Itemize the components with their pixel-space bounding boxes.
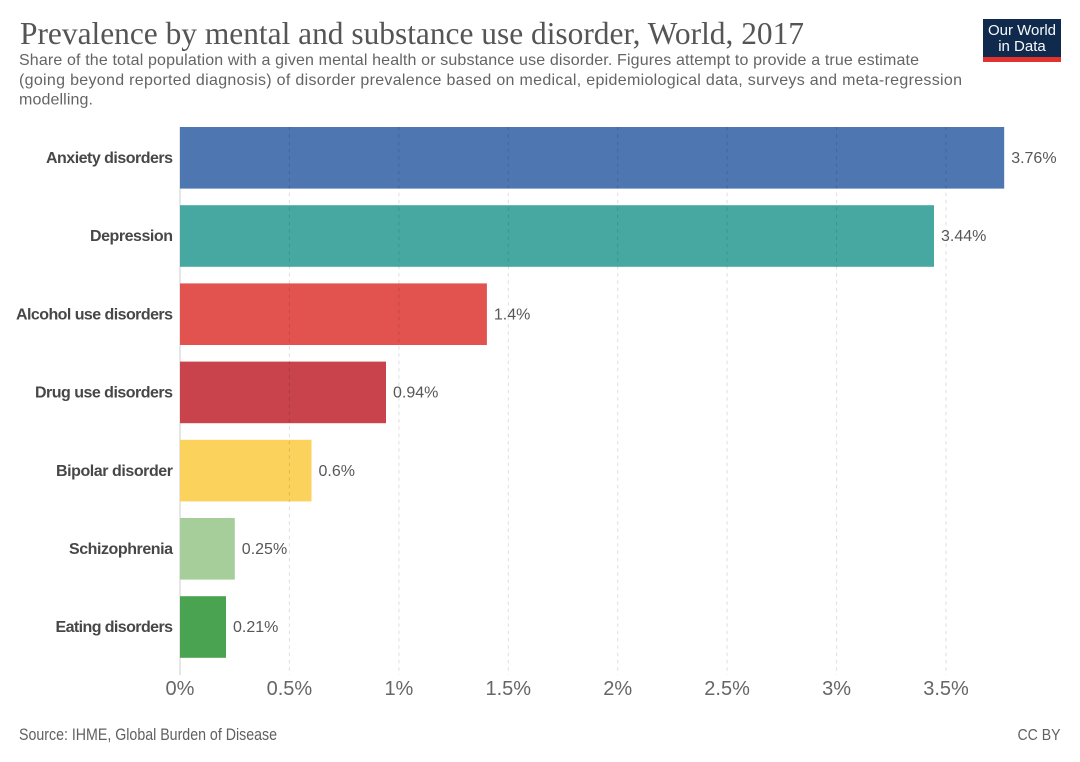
svg-text:1.5%: 1.5%	[486, 678, 532, 700]
svg-text:1%: 1%	[384, 678, 413, 700]
svg-text:Source: IHME, Global Burden of: Source: IHME, Global Burden of Disease	[19, 725, 277, 744]
svg-text:2%: 2%	[603, 678, 632, 700]
svg-text:0.6%: 0.6%	[319, 463, 355, 480]
svg-text:0.21%: 0.21%	[233, 619, 278, 636]
svg-text:0.5%: 0.5%	[267, 678, 313, 700]
svg-text:2.5%: 2.5%	[704, 678, 750, 700]
svg-text:0.25%: 0.25%	[242, 541, 287, 558]
svg-text:Depression: Depression	[90, 228, 173, 245]
svg-text:Prevalence by mental and subst: Prevalence by mental and substance use d…	[20, 15, 804, 51]
svg-text:(going beyond reported diagnos: (going beyond reported diagnosis) of dis…	[19, 72, 962, 89]
svg-text:3.5%: 3.5%	[923, 678, 969, 700]
svg-text:Bipolar disorder: Bipolar disorder	[56, 463, 173, 480]
svg-text:0.94%: 0.94%	[393, 385, 438, 402]
svg-text:1.4%: 1.4%	[494, 306, 530, 323]
svg-text:Eating disorders: Eating disorders	[56, 619, 174, 636]
svg-text:Anxiety disorders: Anxiety disorders	[46, 150, 173, 167]
svg-text:CC BY: CC BY	[1018, 727, 1061, 744]
svg-text:modelling.: modelling.	[19, 92, 93, 109]
svg-text:Drug use disorders: Drug use disorders	[35, 385, 173, 402]
svg-text:Schizophrenia: Schizophrenia	[69, 541, 173, 558]
svg-text:Share of the total population: Share of the total population with a giv…	[19, 52, 919, 69]
svg-text:3.44%: 3.44%	[941, 228, 986, 245]
svg-text:0%: 0%	[166, 678, 195, 700]
svg-text:3.76%: 3.76%	[1011, 150, 1056, 167]
svg-text:Alcohol use disorders: Alcohol use disorders	[16, 306, 173, 323]
svg-text:3%: 3%	[822, 678, 851, 700]
